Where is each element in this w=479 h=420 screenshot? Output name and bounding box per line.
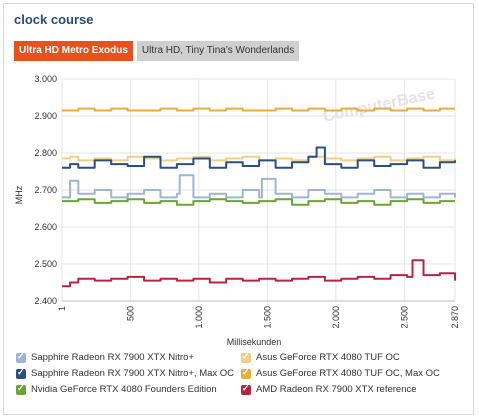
x-axis-label: Millisekunden <box>227 337 282 347</box>
legend-checkbox-icon[interactable] <box>241 367 251 379</box>
y-axis-ticks: 2.400 2.500 2.600 2.700 2.800 2.900 3.000 <box>34 74 57 306</box>
legend-checkbox-icon[interactable] <box>241 351 251 363</box>
legend-checkbox-icon[interactable] <box>16 367 26 379</box>
series-line-0 <box>62 174 456 199</box>
y-tick-label: 2.500 <box>34 259 57 269</box>
tab-tiny-tinas-wonderlands[interactable]: Ultra HD, Tiny Tina's Wonderlands <box>136 41 300 61</box>
series-lines <box>62 107 456 288</box>
series-line-2 <box>62 146 456 169</box>
y-tick-label: 2.800 <box>34 148 57 158</box>
legend-item[interactable]: Nvidia GeForce RTX 4080 Founders Edition <box>16 383 217 395</box>
legend-checkbox-icon[interactable] <box>241 383 251 395</box>
legend-label: Sapphire Radeon RX 7900 XTX Nitro+, Max … <box>31 368 235 379</box>
y-axis-label: MHz <box>14 185 24 204</box>
legend-checkbox-icon[interactable] <box>16 383 26 395</box>
y-tick-label: 2.600 <box>34 222 57 232</box>
clock-chart: ComputerBase 2.4002.5002.6002.7002.8002.… <box>14 74 460 347</box>
x-tick-label: 500 <box>125 306 135 321</box>
legend-label: Nvidia GeForce RTX 4080 Founders Edition <box>31 384 217 395</box>
series-line-4 <box>62 198 455 206</box>
x-tick-label: 2.500 <box>399 306 409 329</box>
series-line-3 <box>62 107 455 112</box>
chart-title: clock course <box>14 12 94 27</box>
legend-label: Asus GeForce RTX 4080 TUF OC <box>256 352 400 363</box>
legend-item[interactable]: AMD Radeon RX 7900 XTX reference <box>241 383 417 395</box>
legend-checkbox-icon[interactable] <box>16 351 26 363</box>
x-tick-label: 2.000 <box>331 306 341 329</box>
series-line-1 <box>62 155 456 162</box>
scenario-tabs: Ultra HD Metro Exodus Ultra HD, Tiny Tin… <box>14 41 300 61</box>
y-tick-label: 3.000 <box>34 74 57 84</box>
y-tick-label: 2.900 <box>34 111 57 121</box>
series-line-5 <box>62 259 456 288</box>
x-tick-label: 1.000 <box>194 306 204 329</box>
legend-item[interactable]: Asus GeForce RTX 4080 TUF OC <box>241 351 400 363</box>
legend-label: Sapphire Radeon RX 7900 XTX Nitro+ <box>31 352 194 363</box>
x-tick-label: 1.500 <box>262 306 272 329</box>
legend-item[interactable]: Sapphire Radeon RX 7900 XTX Nitro+ <box>16 351 194 363</box>
legend-label: AMD Radeon RX 7900 XTX reference <box>256 384 417 395</box>
legend-item[interactable]: Sapphire Radeon RX 7900 XTX Nitro+, Max … <box>16 367 235 379</box>
chart-frame <box>3 3 474 415</box>
y-tick-label: 2.400 <box>34 296 57 306</box>
x-tick-label: 2.870 <box>450 306 460 329</box>
watermark: ComputerBase <box>322 85 437 125</box>
x-tick-label: 1 <box>57 306 67 311</box>
y-tick-label: 2.700 <box>34 185 57 195</box>
legend-label: Asus GeForce RTX 4080 TUF OC, Max OC <box>256 368 440 379</box>
x-axis-ticks: 1 500 1.000 1.500 2.000 2.500 2.870 <box>57 306 460 329</box>
legend-item[interactable]: Asus GeForce RTX 4080 TUF OC, Max OC <box>241 367 440 379</box>
tab-metro-exodus[interactable]: Ultra HD Metro Exodus <box>14 41 133 61</box>
